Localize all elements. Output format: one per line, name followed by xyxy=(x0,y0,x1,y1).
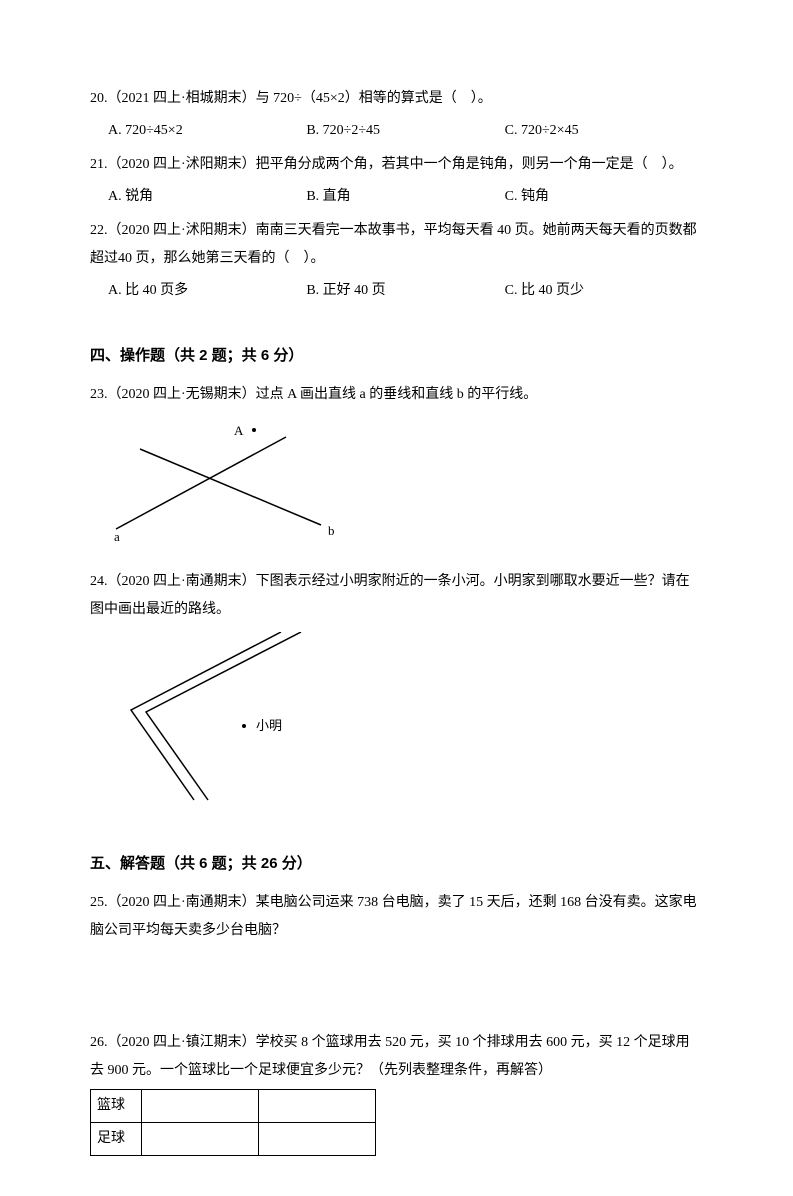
q26-text: 26.（2020 四上·镇江期末）学校买 8 个篮球用去 520 元，买 10 … xyxy=(90,1035,690,1078)
q24-figure: 小明 xyxy=(106,632,703,813)
svg-text:b: b xyxy=(328,523,335,538)
table-row: 足球 xyxy=(91,1123,376,1156)
q20-choices: A. 720÷45×2 B. 720÷2÷45 C. 720÷2×45 xyxy=(90,117,703,145)
q21-choice-b: B. 直角 xyxy=(306,183,504,211)
q26-r0c0: 篮球 xyxy=(91,1090,142,1123)
q22-choice-b: B. 正好 40 页 xyxy=(306,277,504,305)
q22-choice-c: C. 比 40 页少 xyxy=(505,277,703,305)
q26-r1c2 xyxy=(259,1123,376,1156)
q21-text: 21.（2020 四上·沭阳期末）把平角分成两个角，若其中一个角是钝角，则另一个… xyxy=(90,157,683,172)
svg-text:小明: 小明 xyxy=(256,718,282,733)
q21-choices: A. 锐角 B. 直角 C. 钝角 xyxy=(90,183,703,211)
q20: 20.（2021 四上·相城期末）与 720÷（45×2）相等的算式是（ ）。 xyxy=(90,85,703,113)
q26-r1c0: 足球 xyxy=(91,1123,142,1156)
q23-text: 23.（2020 四上·无锡期末）过点 A 画出直线 a 的垂线和直线 b 的平… xyxy=(90,387,537,402)
q20-text: 20.（2021 四上·相城期末）与 720÷（45×2）相等的算式是（ ）。 xyxy=(90,91,492,106)
q22-choices: A. 比 40 页多 B. 正好 40 页 C. 比 40 页少 xyxy=(90,277,703,305)
q22: 22.（2020 四上·沭阳期末）南南三天看完一本故事书，平均每天看 40 页。… xyxy=(90,217,703,273)
q20-choice-b: B. 720÷2÷45 xyxy=(306,117,504,145)
q26-r0c2 xyxy=(259,1090,376,1123)
q25: 25.（2020 四上·南通期末）某电脑公司运来 738 台电脑，卖了 15 天… xyxy=(90,889,703,945)
q21-choice-a: A. 锐角 xyxy=(108,183,306,211)
q23: 23.（2020 四上·无锡期末）过点 A 画出直线 a 的垂线和直线 b 的平… xyxy=(90,381,703,409)
table-row: 篮球 xyxy=(91,1090,376,1123)
page: 20.（2021 四上·相城期末）与 720÷（45×2）相等的算式是（ ）。 … xyxy=(0,0,793,1196)
q22-choice-a: A. 比 40 页多 xyxy=(108,277,306,305)
q20-choice-c: C. 720÷2×45 xyxy=(505,117,703,145)
q23-figure: Aa b xyxy=(106,417,703,558)
q26-r1c1 xyxy=(142,1123,259,1156)
q24-svg: 小明 xyxy=(106,632,336,802)
q22-text: 22.（2020 四上·沭阳期末）南南三天看完一本故事书，平均每天看 40 页。… xyxy=(90,223,697,266)
section4-title: 四、操作题（共 2 题；共 6 分） xyxy=(90,341,703,371)
q26-table: 篮球 足球 xyxy=(90,1089,376,1156)
q26-r0c1 xyxy=(142,1090,259,1123)
section5-title: 五、解答题（共 6 题；共 26 分） xyxy=(90,849,703,879)
q21-choice-c: C. 钝角 xyxy=(505,183,703,211)
q24-text: 24.（2020 四上·南通期末）下图表示经过小明家附近的一条小河。小明家到哪取… xyxy=(90,574,690,617)
svg-text:a: a xyxy=(114,529,120,544)
q24: 24.（2020 四上·南通期末）下图表示经过小明家附近的一条小河。小明家到哪取… xyxy=(90,568,703,624)
q20-choice-a: A. 720÷45×2 xyxy=(108,117,306,145)
q25-workspace xyxy=(90,949,703,1029)
q21: 21.（2020 四上·沭阳期末）把平角分成两个角，若其中一个角是钝角，则另一个… xyxy=(90,151,703,179)
svg-text:A: A xyxy=(234,423,244,438)
q25-text: 25.（2020 四上·南通期末）某电脑公司运来 738 台电脑，卖了 15 天… xyxy=(90,895,697,938)
q23-svg: Aa b xyxy=(106,417,336,547)
q26: 26.（2020 四上·镇江期末）学校买 8 个篮球用去 520 元，买 10 … xyxy=(90,1029,703,1085)
